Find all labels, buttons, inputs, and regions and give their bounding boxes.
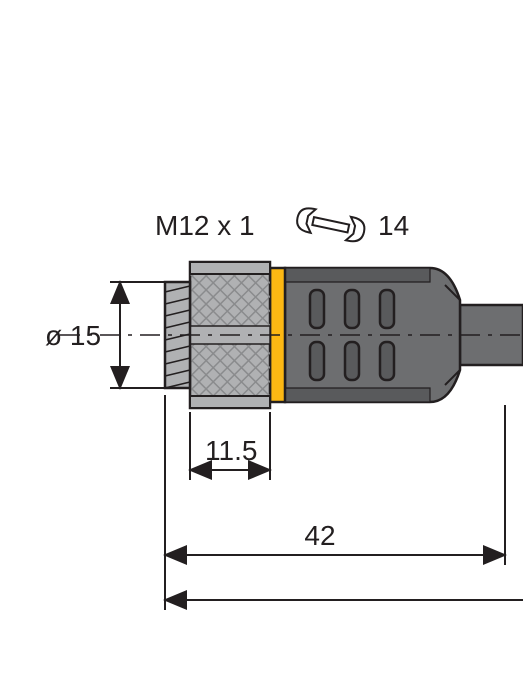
wrench-icon [295,206,367,244]
thread-text: M12 x 1 [155,210,255,241]
diameter-text: ø 15 [45,320,101,351]
nut-length-text: 11.5 [205,435,257,466]
connector-technical-drawing: M12 x 1 14 ø 15 11.5 42 [0,0,523,700]
dim-nut-length: 11.5 [190,412,270,480]
total-length-text: 42 [304,520,335,551]
wrench-size-text: 14 [378,210,409,241]
dim-open [165,565,523,610]
connector-assembly [60,262,523,408]
thread-spec-label: M12 x 1 14 [155,206,409,244]
dim-total-length: 42 [165,395,505,565]
